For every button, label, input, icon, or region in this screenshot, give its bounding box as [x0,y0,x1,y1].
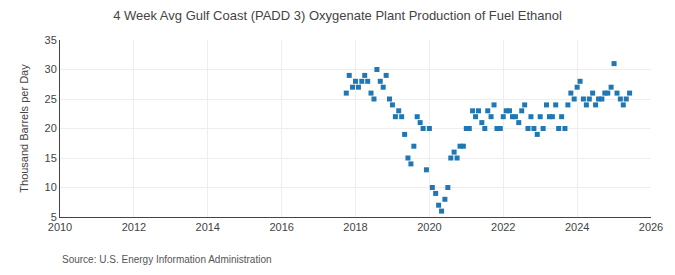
svg-text:2014: 2014 [196,221,220,233]
svg-text:2018: 2018 [343,221,367,233]
svg-text:Source: U.S. Energy Informatio: Source: U.S. Energy Information Administ… [62,254,272,265]
svg-text:5: 5 [51,211,57,223]
svg-text:15: 15 [45,152,57,164]
svg-text:30: 30 [45,63,57,75]
svg-text:25: 25 [45,93,57,105]
svg-text:20: 20 [45,122,57,134]
svg-text:2026: 2026 [639,221,663,233]
svg-text:2016: 2016 [269,221,293,233]
svg-text:2020: 2020 [417,221,441,233]
svg-text:Thousand Barrels per Day: Thousand Barrels per Day [18,64,30,193]
svg-text:10: 10 [45,181,57,193]
svg-text:35: 35 [45,34,57,46]
svg-text:2010: 2010 [48,221,72,233]
svg-text:2012: 2012 [122,221,146,233]
svg-text:4 Week Avg Gulf Coast (PADD 3): 4 Week Avg Gulf Coast (PADD 3) Oxygenate… [113,8,562,23]
svg-text:2024: 2024 [565,221,589,233]
svg-text:2022: 2022 [491,221,515,233]
